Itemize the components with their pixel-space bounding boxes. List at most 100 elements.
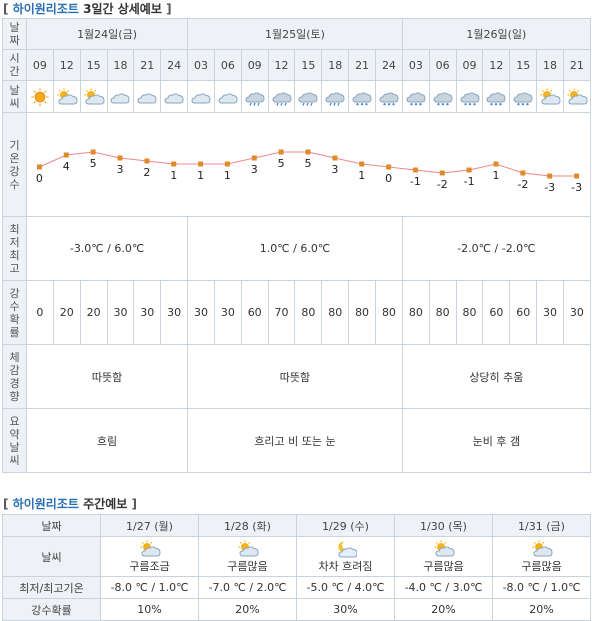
weather-cell: [562, 80, 591, 113]
weekly-title-brand: 하이원리조트: [12, 497, 79, 511]
day-summary: 눈비 후 갬: [401, 408, 591, 473]
temp-label-char: 온: [9, 151, 20, 165]
precip-cell: 30: [160, 280, 189, 345]
weekly-forecast-table: 날짜 1/27 (월) 1/28 (화) 1/29 (수) 1/30 (목) 1/31 (…: [2, 514, 591, 621]
precip-cell: 60: [509, 280, 538, 345]
weather-cell: [321, 80, 350, 113]
hour-cell: 09: [240, 49, 269, 81]
weekly-weather: 구름조금: [100, 536, 199, 577]
weekly-weather: 구름많음: [492, 536, 591, 577]
snow-rain-cloud-icon: [432, 90, 454, 105]
summary-label-char: 날: [9, 440, 20, 454]
precip-label-char: 확: [9, 312, 20, 326]
temperature-chart-cell: [26, 112, 591, 217]
day-feel: 따뜻함: [25, 344, 189, 409]
time-label-char: 간: [9, 65, 20, 78]
partly-cloudy-icon: [566, 88, 588, 104]
day-date: 1월26일(일): [401, 18, 591, 50]
snow-rain-cloud-icon: [405, 90, 427, 105]
weekly-forecast-title: [ 하이원리조트 주간예보 ]: [3, 497, 137, 511]
precip-cell: 30: [106, 280, 135, 345]
minmax-label-char: 최: [9, 222, 20, 236]
weather-cell: [374, 80, 403, 113]
precip-cell: 0: [26, 280, 54, 345]
partly-cloudy-icon: [83, 88, 105, 104]
feel-label-char: 감: [9, 363, 20, 377]
hour-cell: 09: [26, 49, 54, 81]
hour-cell: 18: [106, 49, 135, 81]
rain-cloud-icon: [244, 90, 266, 106]
time-label-char: 시: [9, 52, 20, 65]
temp-label-char: 수: [9, 177, 20, 191]
minmax-label-char: 고: [9, 261, 20, 275]
precip-cell: 80: [455, 280, 484, 345]
cloud-icon: [136, 90, 158, 103]
weekly-minmax: -8.0 ℃ / 1.0℃: [492, 576, 591, 599]
day-minmax-temp: -3.0℃ / 6.0℃: [25, 216, 189, 281]
hour-cell: 21: [562, 49, 591, 81]
weekly-weather-desc: 구름많음: [521, 559, 562, 573]
weather-cell: [401, 80, 430, 113]
weekly-minmax: -5.0 ℃ / 4.0℃: [296, 576, 395, 599]
cloud-icon: [217, 90, 239, 103]
weather-cell: [133, 80, 162, 113]
day-minmax-temp: 1.0℃ / 6.0℃: [187, 216, 403, 281]
hour-cell: 15: [79, 49, 108, 81]
summary-label-char: 씨: [9, 453, 20, 467]
weather-cell: [26, 80, 54, 113]
hour-cell: 24: [374, 49, 403, 81]
weather-cell: [482, 80, 511, 113]
minmax-label-char: 저: [9, 235, 20, 249]
day-summary: 흐리고 비 또는 눈: [187, 408, 403, 473]
weekly-weather-desc: 구름많음: [227, 559, 268, 573]
hour-cell: 21: [348, 49, 376, 81]
precip-cell: 30: [133, 280, 162, 345]
precip-cell: 30: [187, 280, 215, 345]
moon-cloud-icon: [298, 540, 394, 558]
hour-cell: 21: [133, 49, 162, 81]
temp-label-char: 기: [9, 138, 20, 152]
snow-rain-cloud-icon: [512, 90, 534, 105]
partly-cloudy-icon: [56, 88, 78, 104]
precip-cell: 80: [401, 280, 430, 345]
cloud-icon: [190, 90, 212, 103]
weekly-minmax: -8.0 ℃ / 1.0℃: [100, 576, 199, 599]
snow-rain-cloud-icon: [459, 90, 481, 105]
hour-cell: 09: [455, 49, 484, 81]
weekly-weather-desc: 차차 흐려짐: [318, 559, 373, 573]
weekly-date-header: 날짜: [2, 514, 101, 537]
weather-cell: [52, 80, 81, 113]
precip-label-char: 강: [9, 286, 20, 300]
precip-cell: 60: [240, 280, 269, 345]
weekly-precip: 10%: [100, 598, 199, 621]
weather-cell: [536, 80, 564, 113]
hour-cell: 18: [321, 49, 350, 81]
day-summary: 흐림: [25, 408, 189, 473]
detail-forecast-table: 날 짜 1월24일(금) 1월25일(토) 1월26일(일) 시 간 09 12 15 18 21 2…: [2, 18, 591, 473]
precip-cell: 80: [428, 280, 457, 345]
weekly-weather-header: 날씨: [2, 536, 101, 577]
date-label-char: 짜: [9, 34, 20, 47]
hour-cell: 03: [401, 49, 430, 81]
precip-label-char: 률: [9, 325, 20, 339]
weather-cell: [428, 80, 457, 113]
temp-label-char: 강: [9, 164, 20, 178]
day-date: 1월24일(금): [25, 18, 189, 50]
precip-cell: 20: [52, 280, 81, 345]
precip-label-char: 수: [9, 299, 20, 313]
weather-cell: [294, 80, 323, 113]
feel-label-char: 체: [9, 350, 20, 364]
snow-rain-cloud-icon: [378, 90, 400, 105]
feel-label-char: 향: [9, 389, 20, 403]
hour-cell: 12: [482, 49, 511, 81]
weekly-weather: 구름많음: [198, 536, 297, 577]
precip-cell: 80: [321, 280, 350, 345]
cloud-icon: [109, 90, 131, 103]
weekly-weather-desc: 구름많음: [423, 559, 464, 573]
detail-title-text: 3일간 상세예보: [83, 2, 162, 16]
